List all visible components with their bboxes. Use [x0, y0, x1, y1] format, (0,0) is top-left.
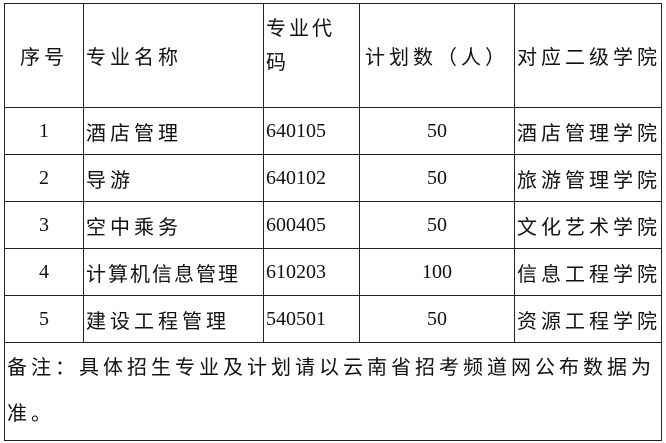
header-name: 专业名称	[83, 3, 264, 108]
cell-code: 640102	[263, 154, 360, 202]
cell-plan: 50	[359, 154, 515, 202]
header-no: 序号	[4, 3, 84, 108]
cell-code: 540501	[263, 295, 360, 343]
cell-plan: 50	[359, 201, 515, 249]
cell-no: 4	[4, 248, 84, 296]
enrollment-plan-table: 序号 专业名称 专业代码 计划数（人） 对应二级学院 1 酒店管理 640105…	[4, 3, 662, 441]
cell-plan: 50	[359, 107, 515, 155]
cell-plan: 100	[359, 248, 515, 296]
cell-name: 导游	[83, 154, 264, 202]
cell-name: 空中乘务	[83, 201, 264, 249]
cell-no: 1	[4, 107, 84, 155]
cell-college: 酒店管理学院	[514, 107, 662, 155]
cell-college: 旅游管理学院	[514, 154, 662, 202]
table-row: 5 建设工程管理 540501 50 资源工程学院	[4, 295, 662, 343]
cell-college: 资源工程学院	[514, 295, 662, 343]
cell-code: 640105	[263, 107, 360, 155]
cell-name: 计算机信息管理	[83, 248, 264, 296]
header-college: 对应二级学院	[514, 3, 662, 108]
cell-no: 3	[4, 201, 84, 249]
cell-no: 2	[4, 154, 84, 202]
cell-code: 610203	[263, 248, 360, 296]
cell-plan: 50	[359, 295, 515, 343]
cell-code: 600405	[263, 201, 360, 249]
note-text: 备注：具体招生专业及计划请以云南省招考频道网公布数据为准。	[4, 342, 662, 441]
cell-college: 文化艺术学院	[514, 201, 662, 249]
note-row: 备注：具体招生专业及计划请以云南省招考频道网公布数据为准。	[4, 342, 662, 441]
table-row: 1 酒店管理 640105 50 酒店管理学院	[4, 107, 662, 155]
cell-college: 信息工程学院	[514, 248, 662, 296]
table-row: 4 计算机信息管理 610203 100 信息工程学院	[4, 248, 662, 296]
header-plan: 计划数（人）	[359, 3, 515, 108]
table-row: 3 空中乘务 600405 50 文化艺术学院	[4, 201, 662, 249]
table-row: 2 导游 640102 50 旅游管理学院	[4, 154, 662, 202]
cell-name: 建设工程管理	[83, 295, 264, 343]
table-header-row: 序号 专业名称 专业代码 计划数（人） 对应二级学院	[4, 3, 662, 108]
cell-name: 酒店管理	[83, 107, 264, 155]
cell-no: 5	[4, 295, 84, 343]
header-code: 专业代码	[263, 3, 360, 108]
